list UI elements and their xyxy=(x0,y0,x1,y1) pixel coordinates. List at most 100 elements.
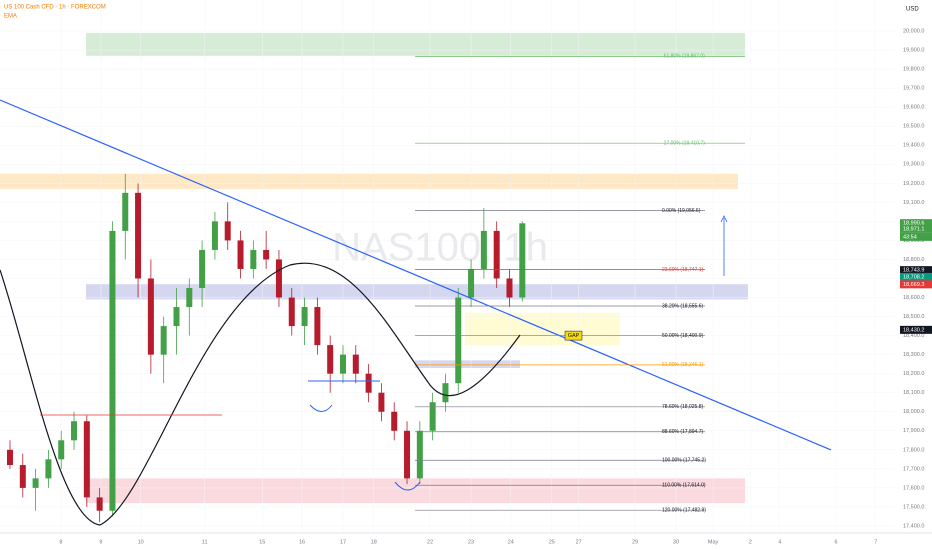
price-label-box xyxy=(900,280,932,289)
candle-body xyxy=(186,288,193,308)
marks: -61.80% (19,867.0) -27.00% (19,410.7) 0.00… xyxy=(0,54,832,523)
y-tick-label: 20,000.0 xyxy=(903,28,924,34)
candle-body xyxy=(19,465,26,488)
price-label-box xyxy=(900,224,932,233)
candle-body xyxy=(45,459,52,479)
x-tick-label: 10 xyxy=(138,539,144,545)
candle-body xyxy=(263,249,270,260)
candle-body xyxy=(275,259,282,298)
y-tick-label: 19,400.0 xyxy=(903,143,924,149)
price-label-box xyxy=(900,325,932,334)
x-tick-label: 6 xyxy=(835,539,838,545)
candle-body xyxy=(173,307,180,327)
fib-label: -27.00% (19,410.7) xyxy=(662,141,705,147)
x-tick-label: 18 xyxy=(371,539,377,545)
zone xyxy=(86,284,748,300)
candle-body xyxy=(480,230,487,269)
candle-body xyxy=(468,268,475,298)
price-label-box xyxy=(900,266,932,275)
price-label: 18,971.1 xyxy=(903,226,924,232)
candle-body xyxy=(250,249,257,269)
fib-label: 23.60% (18,747.1) xyxy=(662,267,703,273)
candle-body xyxy=(211,221,218,250)
candle-body xyxy=(160,326,167,355)
candle-body xyxy=(96,497,103,511)
x-tick-label: 9 xyxy=(99,539,102,545)
countdown-box xyxy=(900,232,932,241)
y-tick-label: 19,200.0 xyxy=(903,181,924,187)
zone xyxy=(0,173,738,190)
zone xyxy=(415,360,520,368)
x-tick-label: 11 xyxy=(202,539,208,545)
price-label: 18,743.9 xyxy=(903,268,924,274)
y-tick-label: 18,300.0 xyxy=(903,352,924,358)
candle-body xyxy=(378,392,385,412)
price-label: 18,708.2 xyxy=(903,274,924,280)
countdown: 43:54 xyxy=(903,234,917,240)
price-label: 18,430.2 xyxy=(903,327,924,333)
x-tick-label: 15 xyxy=(259,539,265,545)
candle-body xyxy=(391,411,398,431)
y-tick-label: 19,900.0 xyxy=(903,48,924,54)
candle-body xyxy=(71,421,78,441)
candle-body xyxy=(455,297,462,384)
watermark: NAS100, 1h xyxy=(332,226,548,270)
candle-body xyxy=(109,230,116,511)
x-tick-label: 22 xyxy=(427,539,433,545)
candle-body xyxy=(58,440,65,460)
chart-title: US 100 Cash CFD · 1h · FOREXCOM xyxy=(4,5,106,11)
fib-label: 61.80% (18,246.1) xyxy=(662,362,703,368)
x-tick-label: 29 xyxy=(632,539,638,545)
fib-label: -61.80% (19,867.0) xyxy=(662,54,705,60)
y-tick-label: 18,000.0 xyxy=(903,409,924,415)
gap-label: GAP xyxy=(568,333,580,339)
y-tick-label: 17,900.0 xyxy=(903,428,924,434)
x-tick-label: 30 xyxy=(673,539,679,545)
zone xyxy=(86,478,745,504)
candle-body xyxy=(301,307,308,327)
x-tick-label: 16 xyxy=(299,539,305,545)
candle-body xyxy=(288,297,295,327)
y-tick-label: 18,500.0 xyxy=(903,314,924,320)
candle-body xyxy=(32,478,39,488)
x-tick-label: 24 xyxy=(508,539,514,545)
candle-body xyxy=(224,221,231,241)
y-tick-label: 18,200.0 xyxy=(903,371,924,377)
candle-body xyxy=(429,402,436,431)
candle-body xyxy=(365,373,372,393)
candle-body xyxy=(493,230,500,279)
zone xyxy=(86,32,745,56)
fib-label: 78.60% (18,025.8) xyxy=(662,404,703,410)
y-tick-label: 19,500.0 xyxy=(903,124,924,130)
price-label-box xyxy=(900,272,932,281)
x-tick-label: 25 xyxy=(549,539,555,545)
fib-label: 88.60% (17,894.7) xyxy=(662,429,703,435)
y-tick-label: 19,100.0 xyxy=(903,200,924,206)
x-tick-label: May xyxy=(708,539,719,545)
fib-label: 50.00% (18,400.9) xyxy=(662,333,703,339)
y-tick-label: 17,600.0 xyxy=(903,485,924,491)
indicator-label: EMA xyxy=(4,14,17,20)
y-tick-label: 19,600.0 xyxy=(903,105,924,111)
x-tick-label: 7 xyxy=(874,539,877,545)
y-tick-label: 17,500.0 xyxy=(903,504,924,510)
price-label: 18,990.6 xyxy=(903,221,924,227)
candle-body xyxy=(327,345,334,374)
candle-body xyxy=(147,278,154,355)
candle-body xyxy=(314,307,321,346)
candle-body xyxy=(135,192,142,279)
fib-label: 110.00% (17,614.0) xyxy=(662,483,706,489)
candle-body xyxy=(339,354,346,374)
fib-label: 0.00% (19,056.6) xyxy=(662,208,701,214)
price-label-box xyxy=(900,219,932,228)
y-tick-label: 19,700.0 xyxy=(903,86,924,92)
currency: USD xyxy=(906,7,919,13)
y-tick-label: 17,800.0 xyxy=(903,447,924,453)
x-tick-label: 17 xyxy=(340,539,346,545)
axis: 20,000.0 19,900.0 19,800.0 19,700.0 19,600.0… xyxy=(59,28,932,545)
x-tick-label: 8 xyxy=(59,539,62,545)
candle-body xyxy=(404,430,411,479)
fib-label: 120.00% (17,482.9) xyxy=(662,508,706,514)
price-label: 18,669.3 xyxy=(903,282,924,288)
